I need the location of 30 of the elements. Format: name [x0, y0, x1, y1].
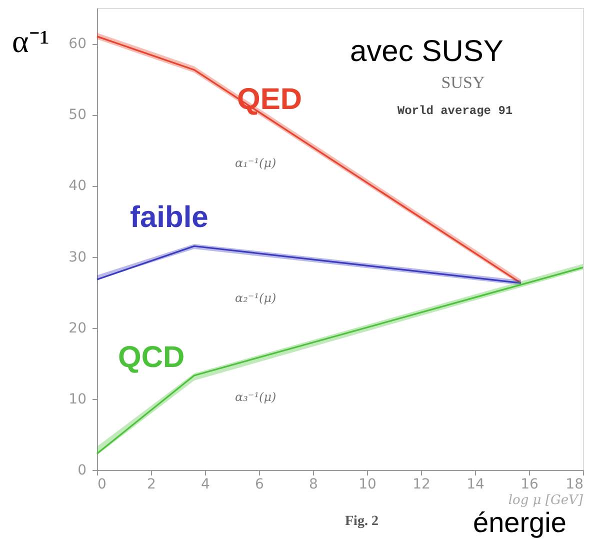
series-label: QCD	[118, 341, 185, 374]
y-tick-label: 30	[68, 249, 86, 266]
series-label: QED	[237, 83, 302, 116]
x-tick-label: 4	[201, 476, 210, 492]
annotation: α₂⁻¹(μ)	[235, 291, 277, 305]
y-tick-label: 10	[68, 391, 86, 408]
x-tick-label: 6	[255, 476, 264, 492]
caption: Fig. 2	[345, 514, 378, 529]
y-tick-label: 50	[68, 107, 86, 124]
x-tick-label: 16	[520, 476, 538, 492]
annotation: α₃⁻¹(μ)	[235, 390, 277, 404]
x-axis-title: log μ [GeV]	[508, 493, 584, 508]
x-tick-label: 14	[466, 476, 484, 492]
annotation: α₁⁻¹(μ)	[235, 156, 277, 170]
annotation: SUSY	[441, 73, 485, 92]
annotation: avec SUSY	[350, 35, 504, 68]
annotation: World average 91	[397, 104, 513, 118]
y-axis-title: α⁻¹	[12, 23, 50, 59]
text: énergie	[473, 507, 566, 538]
x-tick-label: 12	[412, 476, 430, 492]
x-tick-label: 10	[358, 476, 376, 492]
y-tick-label: 60	[68, 36, 86, 52]
x-tick-label: 18	[566, 476, 584, 492]
x-tick-label: 2	[147, 476, 156, 492]
series-label: faible	[130, 201, 208, 234]
y-tick-label: 40	[68, 178, 86, 194]
x-tick-label: 8	[309, 476, 318, 492]
x-tick-label: 0	[98, 476, 106, 492]
y-tick-label: 0	[78, 462, 86, 478]
y-tick-label: 20	[68, 320, 86, 336]
